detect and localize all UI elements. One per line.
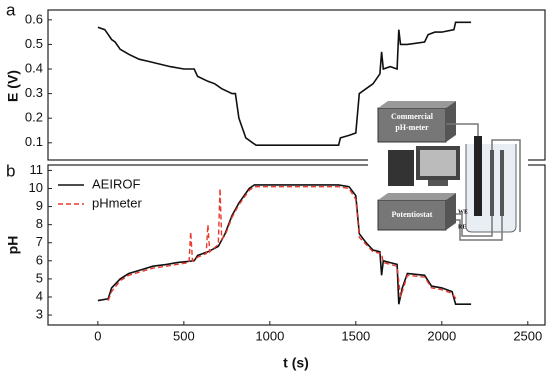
box-side — [446, 193, 456, 230]
x-tick-label: 1500 — [341, 328, 370, 343]
y-tick-label: 0.6 — [25, 11, 43, 26]
legend-label: AEIROF — [92, 176, 140, 191]
y-tick-label: 0.5 — [25, 36, 43, 51]
ph-meter-label: pH-meter — [395, 123, 429, 132]
y-axis-label: pH — [5, 236, 21, 255]
potentiostat-label: Potentiostat — [392, 210, 433, 219]
y-tick-label: 0.3 — [25, 85, 43, 100]
ph-electrode — [474, 136, 482, 216]
re-electrode — [500, 150, 504, 216]
we-electrode — [490, 150, 494, 216]
y-tick-label: 5 — [36, 270, 43, 285]
y-tick-label: 0.2 — [25, 110, 43, 125]
box-side — [446, 101, 456, 142]
x-tick-label: 2500 — [513, 328, 542, 343]
y-tick-label: 10 — [29, 180, 43, 195]
y-tick-label: 11 — [30, 162, 44, 177]
data-line — [97, 21, 472, 146]
panel-label: a — [6, 0, 16, 19]
y-tick-label: 3 — [36, 306, 43, 321]
x-axis-label: t (s) — [283, 355, 309, 371]
y-tick-label: 4 — [36, 288, 43, 303]
panel-label: b — [6, 161, 15, 180]
y-tick-label: 6 — [36, 252, 43, 267]
x-tick-label: 2000 — [427, 328, 456, 343]
legend-label: pHmeter — [92, 195, 143, 210]
y-tick-label: 7 — [36, 234, 43, 249]
box-top — [378, 193, 456, 200]
ph-meter-box — [377, 107, 447, 143]
box-top — [378, 101, 456, 108]
y-tick-label: 0.4 — [25, 60, 43, 75]
y-tick-label: 9 — [36, 198, 43, 213]
wires — [446, 123, 521, 241]
setup-inset: Commercial pH-meter Potentiostat WE RE — [368, 100, 528, 241]
x-tick-label: 500 — [173, 328, 195, 343]
pc-stand — [428, 180, 448, 186]
x-tick-label: 0 — [94, 328, 101, 343]
y-axis-label: E (V) — [5, 70, 21, 102]
pc-tower — [388, 150, 414, 186]
y-tick-label: 8 — [36, 216, 43, 231]
plot-frame — [47, 164, 546, 326]
plot-frame — [47, 9, 546, 161]
y-tick-label: 0.1 — [25, 134, 43, 149]
re-label: RE — [458, 224, 466, 230]
data-line — [107, 186, 458, 302]
we-label: WE — [458, 209, 468, 215]
ph-meter-label: Commercial — [391, 112, 434, 121]
x-tick-label: 1000 — [255, 328, 284, 343]
pc-screen — [420, 150, 456, 176]
